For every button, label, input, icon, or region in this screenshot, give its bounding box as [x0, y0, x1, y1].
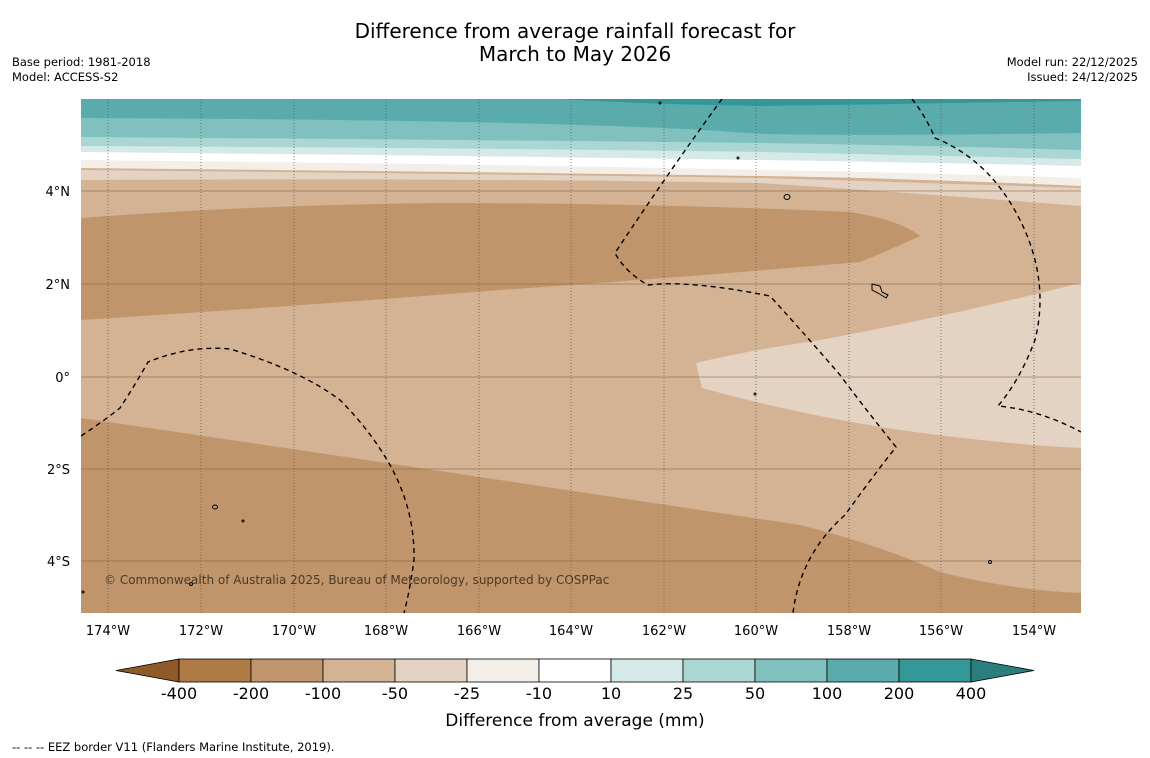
colorbar: -400 -200 -100 -50 -25 -10 10 25 50 100 … [115, 658, 1035, 731]
lat-axis-labels: 4°N 2°N 0° 2°S 4°S [46, 185, 71, 570]
lon-label: 166°W [457, 624, 501, 639]
band-plus400-top [560, 99, 1081, 106]
island-edge [81, 590, 85, 594]
colorbar-swatch [250, 658, 324, 683]
colorbar-extend-low [115, 658, 180, 683]
model-run-text: Model run: 22/12/2025 [1006, 55, 1138, 69]
lat-label: 0° [55, 371, 70, 386]
island-north [783, 194, 791, 200]
island-kiritimati [871, 283, 889, 299]
colorbar-swatch [394, 658, 468, 683]
band-minus200-north [81, 203, 920, 320]
colorbar-tick: -25 [454, 684, 480, 703]
island-top-b [736, 156, 740, 160]
lat-label: 2°S [47, 463, 70, 478]
colorbar-swatch [826, 658, 900, 683]
eez-border-central [614, 99, 897, 613]
colorbar-swatch [178, 658, 252, 683]
colorbar-extend-high [970, 658, 1035, 683]
eez-border-west [81, 347, 415, 613]
colorbar-swatch [682, 658, 756, 683]
colorbar-swatch [754, 658, 828, 683]
colorbar-tick-labels: -400 -200 -100 -50 -25 -10 10 25 50 100 … [161, 684, 986, 703]
chart-title-line1: Difference from average rainfall forecas… [354, 19, 796, 43]
colorbar-tick: -100 [305, 684, 341, 703]
island-west-a [212, 504, 218, 510]
islands [81, 101, 992, 594]
colorbar-tick: -200 [233, 684, 269, 703]
map-fill-layers [81, 99, 1081, 613]
model-text: Model: ACCESS-S2 [12, 70, 119, 84]
colorbar-swatch [898, 658, 972, 683]
colorbar-tick: 50 [745, 684, 765, 703]
colorbar-tick: 100 [812, 684, 843, 703]
lon-axis-labels: 174°W 172°W 170°W 168°W 166°W 164°W 162°… [86, 624, 1056, 639]
island-mid [753, 392, 757, 396]
issued-text: Issued: 24/12/2025 [1027, 70, 1138, 84]
island-top [658, 101, 662, 105]
colorbar-swatch [610, 658, 684, 683]
lon-label: 158°W [827, 624, 871, 639]
lon-label: 154°W [1012, 624, 1056, 639]
colorbar-tick: 25 [673, 684, 693, 703]
lat-label: 2°N [46, 278, 71, 293]
colorbar-title: Difference from average (mm) [445, 711, 704, 731]
band-minus200-south [81, 418, 1081, 613]
colorbar-swatch [538, 658, 612, 683]
lon-label: 174°W [86, 624, 130, 639]
colorbar-swatch [466, 658, 540, 683]
colorbar-swatches [115, 658, 1035, 683]
band-minus50-east [696, 283, 1081, 448]
island-west-c [189, 582, 193, 586]
colorbar-tick: -400 [161, 684, 197, 703]
colorbar-tick: 400 [956, 684, 987, 703]
lon-label: 156°W [919, 624, 963, 639]
copyright-text: © Commonwealth of Australia 2025, Bureau… [104, 573, 609, 587]
lon-label: 160°W [734, 624, 778, 639]
lat-gridlines [81, 190, 1081, 562]
base-period-text: Base period: 1981-2018 [12, 55, 151, 69]
lon-label: 168°W [364, 624, 408, 639]
lon-label: 164°W [549, 624, 593, 639]
lat-label: 4°S [47, 555, 70, 570]
colorbar-tick: -50 [382, 684, 408, 703]
eez-borders [81, 99, 1081, 613]
island-east [988, 560, 992, 564]
lon-label: 172°W [179, 624, 223, 639]
lon-label: 170°W [272, 624, 316, 639]
colorbar-tick: -10 [526, 684, 552, 703]
colorbar-swatch [322, 658, 396, 683]
lat-label: 4°N [46, 185, 71, 200]
colorbar-tick: 10 [601, 684, 621, 703]
eez-legend-note: -- -- -- EEZ border V11 (Flanders Marine… [12, 740, 335, 754]
colorbar-tick: 200 [884, 684, 915, 703]
rainfall-map: 174°W 172°W 170°W 168°W 166°W 164°W 162°… [46, 99, 1081, 639]
chart-title-line2: March to May 2026 [478, 42, 672, 66]
band-minus25-top [81, 170, 1081, 206]
lon-label: 162°W [642, 624, 686, 639]
island-west-b [241, 519, 245, 523]
band-plus200-top [81, 99, 1081, 135]
eez-border-east [911, 99, 1081, 433]
